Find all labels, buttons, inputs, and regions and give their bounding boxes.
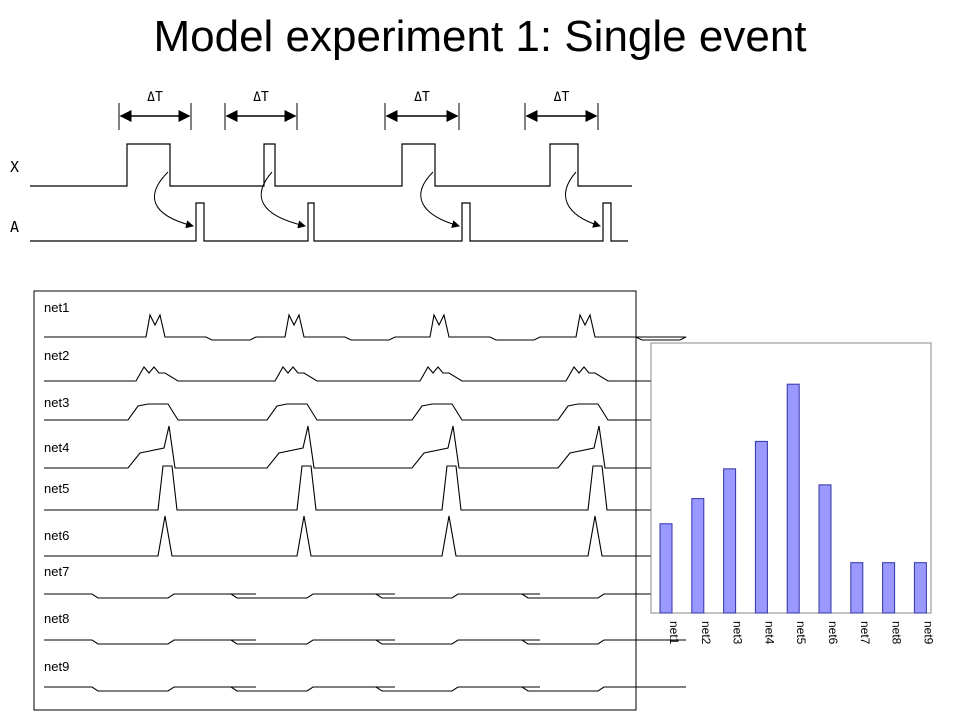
bar-net1 xyxy=(659,523,673,614)
bar-label-net2: net2 xyxy=(699,621,713,645)
trace-row-net6: net6 xyxy=(44,515,686,557)
traces-panel: net1 net2 net3 net4 net5 net6 net7 net8 net9 xyxy=(33,290,687,711)
causal-arrow xyxy=(260,171,306,229)
bar-net4 xyxy=(754,440,768,614)
trace-label: net9 xyxy=(44,659,69,674)
delta-t-label: ΔT xyxy=(554,90,570,105)
bar-chart: net1 net2 net3 net4 net5 net6 net7 net8 net9 xyxy=(650,342,935,645)
signal-label-x: X xyxy=(10,158,19,176)
slide-title: Model experiment 1: Single event xyxy=(153,12,807,61)
traces-frame xyxy=(33,290,637,711)
bar-label-net6: net6 xyxy=(826,621,840,645)
causal-arrow xyxy=(565,171,601,228)
bar-net8 xyxy=(882,562,896,614)
trace-row-net9: net9 xyxy=(44,659,686,692)
trace-line xyxy=(44,593,686,599)
bar-label-net9: net9 xyxy=(921,621,935,645)
bar-label-net5: net5 xyxy=(794,621,808,645)
trace-label: net4 xyxy=(44,440,69,455)
trace-label: net5 xyxy=(44,481,69,496)
signal-label-a: A xyxy=(10,218,19,236)
delta-t-label: ΔT xyxy=(147,90,163,105)
causal-arrow xyxy=(153,171,194,229)
trace-row-net5: net5 xyxy=(44,465,686,511)
trace-row-net2: net2 xyxy=(44,348,686,382)
trace-line xyxy=(44,465,686,511)
trace-line xyxy=(44,639,686,645)
delta-t-marker: ΔT xyxy=(524,90,599,130)
bar-net9 xyxy=(913,562,927,614)
bar-net2 xyxy=(691,498,705,614)
bar-label-net3: net3 xyxy=(731,621,745,645)
delta-t-marker: ΔT xyxy=(224,90,298,130)
bar-net3 xyxy=(723,468,737,614)
trace-label: net3 xyxy=(44,395,69,410)
causal-arrow xyxy=(420,171,460,228)
trace-label: net1 xyxy=(44,300,69,315)
trace-row-net4: net4 xyxy=(44,425,686,469)
trace-line xyxy=(44,403,686,421)
trace-row-net1: net1 xyxy=(44,300,687,341)
bar-label-net8: net8 xyxy=(890,621,904,645)
bar-label-net4: net4 xyxy=(762,621,776,645)
delta-t-marker: ΔT xyxy=(118,90,192,130)
trace-label: net2 xyxy=(44,348,69,363)
bar-label-net1: net1 xyxy=(667,621,681,645)
signal-a-trace xyxy=(30,202,628,242)
causal-arrows xyxy=(153,171,601,229)
delta-t-label: ΔT xyxy=(414,90,430,105)
bar-net7 xyxy=(850,562,864,614)
bar-label-net7: net7 xyxy=(858,621,872,645)
trace-line xyxy=(44,313,687,341)
trace-label: net7 xyxy=(44,564,69,579)
timing-diagram: X A ΔT ΔT ΔT ΔT xyxy=(10,90,632,242)
delta-t-marker: ΔT xyxy=(384,90,460,130)
trace-row-net3: net3 xyxy=(44,395,686,421)
trace-line xyxy=(44,425,686,469)
bar-net5 xyxy=(786,383,800,614)
signal-x-trace xyxy=(30,143,632,187)
bar-net6 xyxy=(818,484,832,614)
trace-row-net8: net8 xyxy=(44,611,686,645)
delta-t-label: ΔT xyxy=(253,90,269,105)
trace-row-net7: net7 xyxy=(44,564,686,599)
trace-label: net8 xyxy=(44,611,69,626)
trace-line xyxy=(44,515,686,557)
trace-line xyxy=(44,366,686,382)
trace-line xyxy=(44,686,686,692)
trace-label: net6 xyxy=(44,528,69,543)
